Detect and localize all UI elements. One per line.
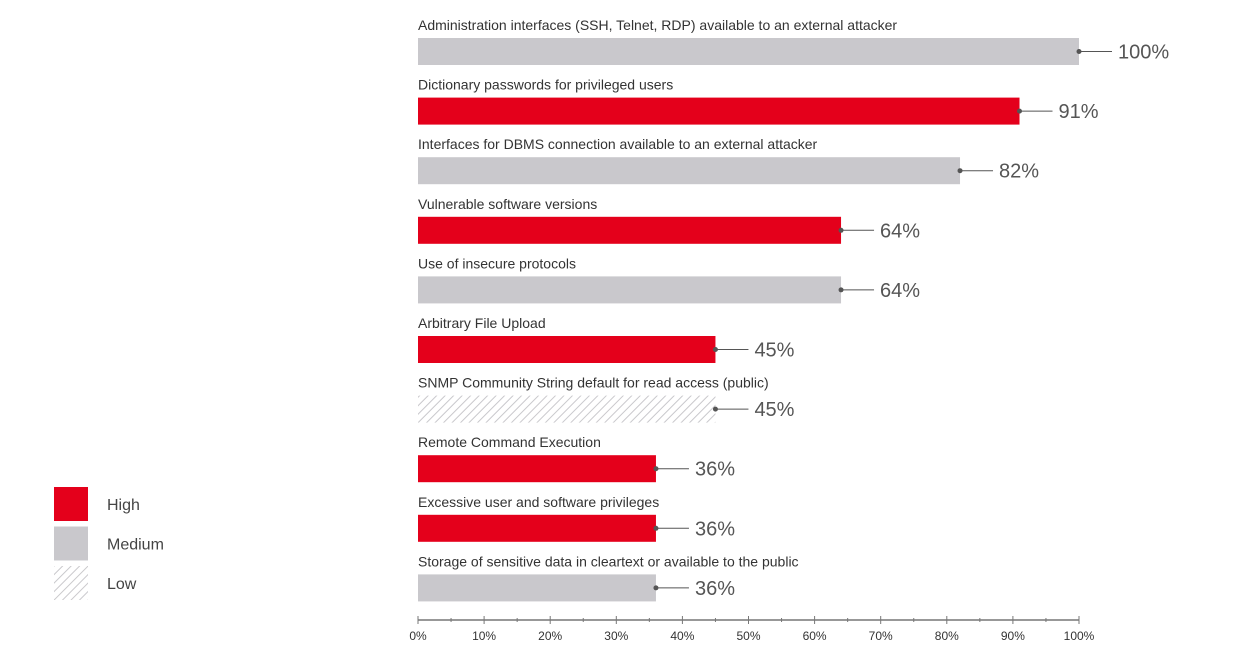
value-label: 36% <box>695 518 735 540</box>
value-label: 45% <box>754 340 794 362</box>
category-label: Vulnerable software versions <box>418 196 597 212</box>
category-label: Excessive user and software privileges <box>418 494 659 510</box>
category-label: SNMP Community String default for read a… <box>418 375 769 391</box>
leader-dot <box>838 287 844 293</box>
bar <box>418 336 716 363</box>
legend-swatch-high <box>54 487 88 521</box>
value-label: 91% <box>1059 101 1099 123</box>
bar <box>418 157 961 185</box>
value-label: 36% <box>695 578 735 600</box>
x-axis: 0% 10% 20% 30% 40% 50% 60% 70% 80% 90% 100% <box>409 616 1095 643</box>
bars-group: Administration interfaces (SSH, Telnet, … <box>418 17 1169 602</box>
category-label: Interfaces for DBMS connection available… <box>418 136 818 152</box>
leader-dot <box>838 227 844 233</box>
bar <box>418 276 842 304</box>
legend: High Medium Low <box>54 487 164 600</box>
legend-swatch-low <box>54 566 88 600</box>
legend-label: High <box>107 497 140 514</box>
legend-label: Low <box>107 576 137 593</box>
value-label: 64% <box>880 280 920 302</box>
category-label: Dictionary passwords for privileged user… <box>418 77 673 93</box>
category-label: Arbitrary File Upload <box>418 315 546 331</box>
bar <box>418 38 1079 65</box>
bar <box>418 574 656 602</box>
tick-label: 40% <box>670 629 694 643</box>
category-label: Remote Command Execution <box>418 434 601 450</box>
tick-label: 30% <box>604 629 628 643</box>
tick-label: 80% <box>935 629 959 643</box>
leader-dot <box>653 585 659 591</box>
leader-dot <box>712 347 718 352</box>
value-label: 36% <box>695 459 735 481</box>
bar <box>418 216 842 244</box>
category-label: Administration interfaces (SSH, Telnet, … <box>418 17 897 33</box>
tick-label: 10% <box>472 629 496 643</box>
value-label: 100% <box>1118 42 1169 64</box>
leader-dot <box>653 466 659 472</box>
tick-label: 90% <box>1001 629 1025 643</box>
bar <box>418 395 716 423</box>
bar <box>418 455 656 483</box>
leader-dot <box>712 406 718 412</box>
leader-dot <box>653 525 659 531</box>
tick-label: 70% <box>869 629 893 643</box>
leader-dot <box>1017 108 1023 114</box>
category-label: Storage of sensitive data in cleartext o… <box>418 553 799 569</box>
leader-dot <box>957 168 963 174</box>
tick-label: 100% <box>1064 629 1095 643</box>
tick-label: 0% <box>409 629 427 643</box>
value-label: 82% <box>999 161 1039 183</box>
category-label: Use of insecure protocols <box>418 255 576 271</box>
tick-label: 50% <box>736 629 760 643</box>
legend-swatch-medium <box>54 526 88 561</box>
bar <box>418 97 1020 125</box>
bar <box>418 514 656 542</box>
tick-label: 60% <box>803 629 827 643</box>
leader-dot <box>1076 49 1082 54</box>
legend-label: Medium <box>107 537 164 554</box>
tick-label: 20% <box>538 629 562 643</box>
value-label: 45% <box>754 399 794 421</box>
value-label: 64% <box>880 220 920 242</box>
